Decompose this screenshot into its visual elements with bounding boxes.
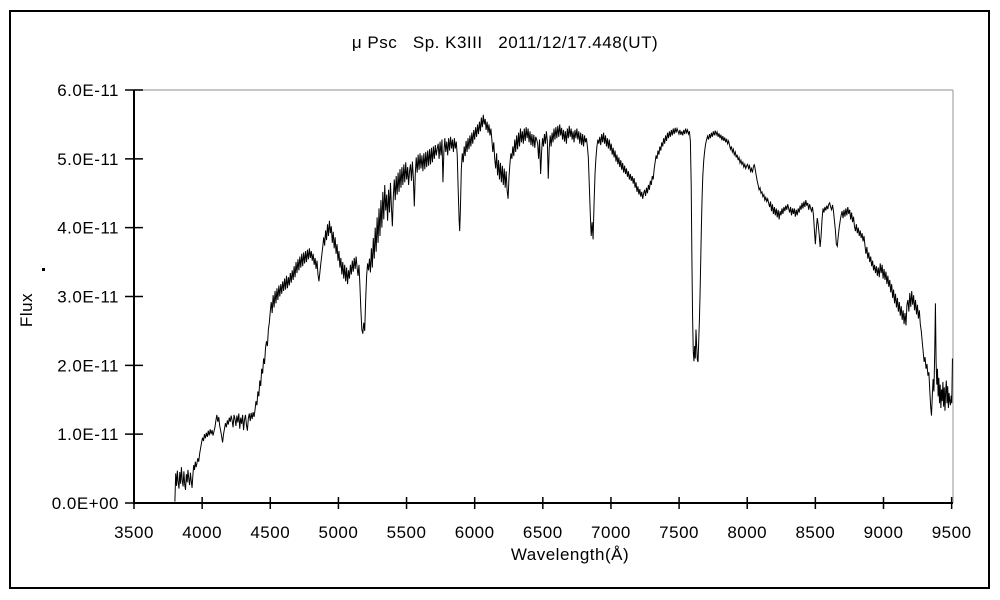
x-tick-label-6500: 6500	[523, 523, 563, 542]
image-border	[9, 10, 990, 589]
y-tick-label-1: 1.0E-11	[57, 425, 119, 444]
spectrum-line	[174, 114, 953, 502]
y-tick-label-6: 6.0E-11	[57, 81, 119, 100]
y-tick-label-4: 4.0E-11	[57, 219, 119, 238]
chart-title: μ Psc Sp. K3III 2011/12/17.448(UT)	[352, 33, 658, 52]
x-axis-label: Wavelength(Å)	[511, 545, 629, 564]
x-tick-label-9000: 9000	[864, 523, 904, 542]
axis-tick-labels: 3500 4000 4500 5000 5500 6000 6500 7000 7500 8000…	[52, 81, 972, 542]
y-tick-label-0: 0.0E+00	[52, 494, 119, 513]
x-tick-label-9500: 9500	[932, 523, 972, 542]
x-tick-label-4500: 4500	[250, 523, 290, 542]
x-tick-label-6000: 6000	[455, 523, 495, 542]
x-tick-label-8000: 8000	[727, 523, 767, 542]
x-tick-label-7000: 7000	[591, 523, 631, 542]
y-tick-label-3: 3.0E-11	[57, 288, 119, 307]
x-tick-label-3500: 3500	[114, 523, 154, 542]
y-tick-label-2: 2.0E-11	[57, 356, 119, 375]
y-axis-label: Flux	[17, 293, 36, 327]
x-tick-label-5500: 5500	[387, 523, 427, 542]
x-tick-label-5000: 5000	[318, 523, 358, 542]
x-tick-label-4000: 4000	[182, 523, 222, 542]
flux-label-stray-dot	[42, 268, 45, 271]
x-tick-label-7500: 7500	[659, 523, 699, 542]
plot-frame	[133, 89, 954, 504]
x-tick-label-8500: 8500	[795, 523, 835, 542]
axis-ticks	[125, 89, 953, 509]
y-tick-label-5: 5.0E-11	[57, 150, 119, 169]
